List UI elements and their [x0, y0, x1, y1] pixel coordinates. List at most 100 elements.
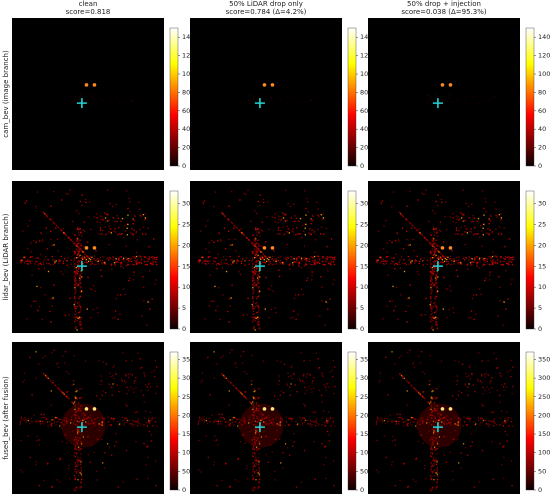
heat-cell [436, 282, 438, 285]
heat-cell [264, 308, 266, 310]
heat-cell [117, 421, 119, 423]
heat-cell [26, 318, 28, 320]
heat-cell [431, 402, 433, 405]
heat-cell [271, 285, 273, 287]
heat-cell [150, 263, 153, 265]
heat-cell [417, 419, 419, 421]
heat-cell [41, 416, 43, 419]
heat-cell [101, 424, 103, 426]
heat-cell [156, 366, 158, 368]
heat-cell [108, 101, 110, 103]
heat-cell [259, 276, 261, 278]
heat-cell [74, 462, 76, 464]
heat-cell [243, 395, 245, 397]
heat-cell [139, 255, 141, 257]
colorbar-tick-label: 5 [538, 304, 542, 312]
heat-cell [140, 389, 143, 392]
heat-cell [126, 259, 128, 261]
heat-cell [264, 261, 267, 264]
heat-cell [253, 436, 255, 439]
heat-cell [115, 258, 117, 260]
heat-cell [23, 256, 26, 258]
heat-cell [287, 424, 289, 426]
heat-cell [252, 267, 254, 269]
heat-cell [376, 261, 378, 263]
heat-cell [496, 258, 499, 260]
heat-cell [143, 374, 146, 377]
heat-cell [32, 239, 35, 242]
hotspot [262, 407, 267, 411]
heat-cell [430, 271, 432, 273]
heat-cell [472, 220, 474, 223]
heat-cell [77, 261, 79, 263]
heat-cell [467, 97, 469, 99]
heat-cell [381, 200, 384, 202]
heat-cell [473, 421, 475, 423]
heat-cell [286, 225, 288, 227]
heat-cell [78, 318, 81, 320]
heat-cell [253, 257, 256, 259]
heat-cell [243, 370, 246, 373]
heat-cell [264, 417, 266, 419]
heat-cell [302, 417, 304, 419]
heat-cell [453, 260, 456, 262]
heat-cell [429, 414, 431, 416]
heat-cell [252, 466, 255, 468]
heat-cell [328, 434, 330, 436]
heat-cell [381, 260, 383, 262]
heat-cell [410, 384, 412, 386]
heat-cell [432, 264, 435, 266]
colorbar-tick-label: 25 [360, 220, 368, 228]
heat-cell [435, 428, 437, 431]
heat-cell [111, 417, 113, 419]
heat-cell [239, 199, 241, 201]
heat-cell [109, 257, 112, 259]
heat-cell [290, 383, 292, 385]
heat-cell [148, 301, 150, 304]
heat-cell [437, 250, 439, 252]
heat-cell [432, 451, 434, 454]
heat-cell [198, 469, 200, 471]
heat-cell [403, 258, 405, 261]
heat-cell [267, 228, 270, 231]
heat-cell [442, 422, 444, 424]
heat-cell [428, 220, 430, 222]
heat-cell [430, 276, 432, 279]
heat-cell [266, 257, 268, 260]
heat-cell [384, 423, 387, 425]
heat-cell [257, 486, 259, 488]
heat-cell [435, 463, 438, 465]
heat-cell [475, 294, 478, 296]
heat-cell [322, 255, 325, 258]
heat-cell [279, 421, 281, 424]
heat-cell [143, 260, 145, 262]
heat-cell [151, 417, 153, 419]
heat-cell [110, 232, 112, 234]
heat-cell [436, 424, 438, 426]
heat-cell [254, 488, 256, 490]
heat-cell [436, 321, 438, 324]
heat-cell [396, 413, 398, 415]
heat-cell [50, 424, 52, 426]
heat-cell [399, 263, 401, 265]
heat-cell [326, 420, 328, 422]
heat-cell [216, 444, 219, 446]
heat-cell [505, 421, 508, 423]
heat-cell [396, 233, 399, 235]
heat-cell [325, 389, 327, 391]
heat-cell [257, 277, 259, 279]
heat-cell [301, 380, 304, 382]
heat-cell [435, 228, 437, 230]
heat-cell [201, 372, 204, 374]
heat-cell [258, 410, 260, 412]
heat-cell [79, 279, 81, 281]
heat-cell [49, 379, 51, 381]
heat-cell [285, 220, 287, 222]
heat-cell [401, 214, 404, 217]
heat-cell [79, 448, 81, 451]
heat-cell [378, 230, 380, 232]
heat-cell [133, 229, 135, 231]
heat-cell [61, 199, 63, 201]
heat-cell [152, 260, 154, 262]
heat-cell [59, 418, 61, 421]
